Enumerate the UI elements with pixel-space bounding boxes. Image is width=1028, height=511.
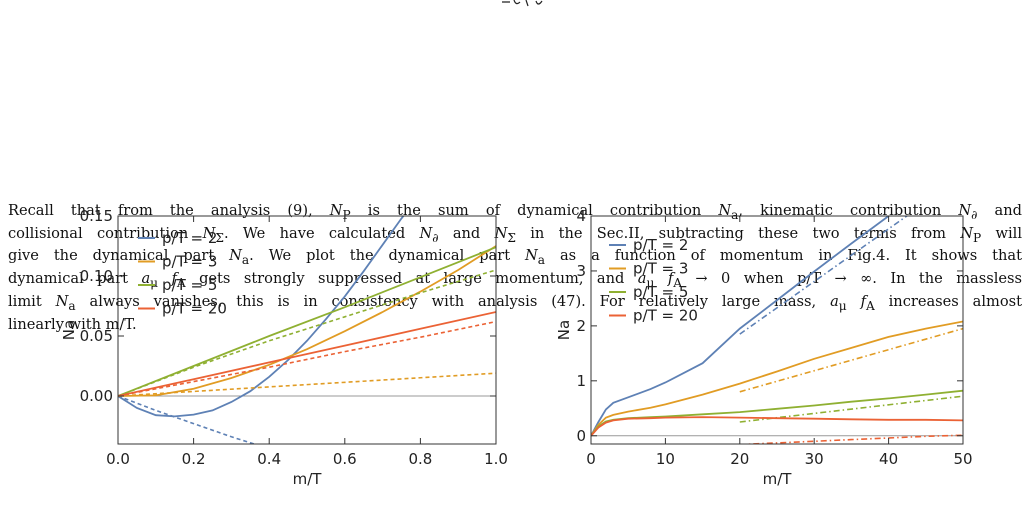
left-plot-svg: 0.0 0.2 0.4 0.6 0.8 1.0 0.00 0.05 0.10 0.15 m/T Na p… <box>60 207 508 488</box>
series-line-0 <box>118 216 405 418</box>
legend-label: p/T = 3 <box>633 260 688 278</box>
series-line-2 <box>118 246 496 397</box>
series-line-1 <box>118 245 496 397</box>
body-paragraph: Recall that from the analysis (9), NP is… <box>8 202 1022 334</box>
legend-label: p/T = 2 <box>162 229 217 247</box>
x-tick-label: 40 <box>879 450 898 468</box>
equation-fragment <box>502 0 543 7</box>
series-line-0 <box>591 216 891 437</box>
series-dashed-line-0 <box>739 216 909 335</box>
y-tick-label: 0 <box>576 427 586 445</box>
x-tick-label: 0.4 <box>257 450 281 468</box>
y-axis-label: Na <box>60 320 78 340</box>
legend-label: p/T = 20 <box>633 307 698 325</box>
y-tick-label: 3 <box>576 262 586 280</box>
plot-frame <box>590 215 964 445</box>
x-tick-label: 10 <box>656 450 675 468</box>
x-tick-label: 0.6 <box>333 450 357 468</box>
paragraph-line: limit Na always vanishes, this is in con… <box>8 292 1023 313</box>
paragraph-line: dynamical part aμ fA gets strongly suppr… <box>8 270 1023 291</box>
y-tick-label: 4 <box>576 207 586 225</box>
series-dashed-line-3 <box>739 434 963 444</box>
y-tick-label: 1 <box>576 372 586 390</box>
paragraph-line: give the dynamical part Na. We plot the … <box>8 247 1022 268</box>
plot-frame <box>117 215 497 445</box>
paragraph-line: Recall that from the analysis (9), NP is… <box>8 202 1022 222</box>
y-tick-label: 2 <box>576 317 586 335</box>
y-tick-label: 0.05 <box>80 327 113 345</box>
x-axis-label: m/T <box>763 470 793 488</box>
legend-label: p/T = 5 <box>162 276 217 294</box>
series-dashed-line-3 <box>118 320 496 397</box>
y-tick-label: 0.00 <box>80 387 113 405</box>
series-dashed-line-1 <box>739 327 963 393</box>
paragraph-line: linearly with m/T. <box>8 315 137 333</box>
x-tick-label: 0.2 <box>182 450 206 468</box>
x-tick-label: 0.0 <box>106 450 130 468</box>
right-plot-svg: 0 10 20 30 40 50 0 1 2 3 4 m/T Na p/T = 2 p/T = 3 p/T =… <box>555 207 973 488</box>
series-line-3 <box>118 311 496 397</box>
series-line-2 <box>591 389 963 437</box>
figure-right-plot: 0 10 20 30 40 50 0 1 2 3 4 m/T Na p/T = 2 p/T = 3 p/T =… <box>545 206 995 506</box>
series-line-1 <box>591 320 963 437</box>
x-axis-label: m/T <box>293 470 323 488</box>
legend-label: p/T = 3 <box>162 253 217 271</box>
legend-label: p/T = 5 <box>633 283 688 301</box>
y-axis-label: Na <box>555 320 573 340</box>
x-tick-label: 20 <box>730 450 749 468</box>
x-tick-label: 50 <box>953 450 972 468</box>
legend-label: p/T = 20 <box>162 300 227 318</box>
x-tick-label: 1.0 <box>484 450 508 468</box>
figure-left-plot: 0.0 0.2 0.4 0.6 0.8 1.0 0.00 0.05 0.10 0.15 m/T Na p… <box>60 206 520 506</box>
y-tick-label: 0.15 <box>80 207 113 225</box>
x-tick-label: 0.8 <box>408 450 432 468</box>
x-tick-label: 0 <box>586 450 596 468</box>
series-dashed-line-2 <box>118 269 496 397</box>
y-tick-label: 0.10 <box>80 267 113 285</box>
legend-label: p/T = 2 <box>633 236 688 254</box>
x-tick-label: 30 <box>805 450 824 468</box>
paragraph-line: collisional contribution NΣ. We have cal… <box>8 224 1022 245</box>
series-dashed-line-0 <box>118 395 255 444</box>
series-line-3 <box>591 416 963 437</box>
series-dashed-line-1 <box>118 372 496 397</box>
